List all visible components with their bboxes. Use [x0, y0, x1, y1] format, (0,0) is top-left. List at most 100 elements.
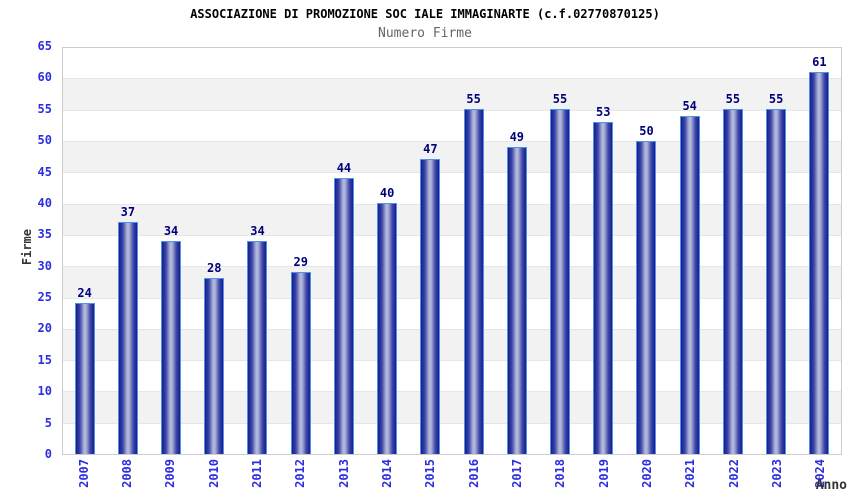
- bar-slot-2016: 55: [452, 48, 495, 454]
- plot-band: [63, 141, 841, 174]
- bar: [377, 203, 398, 454]
- chart-title: ASSOCIAZIONE DI PROMOZIONE SOC IALE IMMA…: [190, 7, 660, 21]
- x-tick-slot: 2019: [582, 459, 625, 488]
- x-tick-slot: 2012: [279, 459, 322, 488]
- x-tick-slot: 2018: [539, 459, 582, 488]
- bar-slot-2008: 37: [106, 48, 149, 454]
- x-tick-label: 2016: [466, 459, 481, 488]
- x-tick-slot: 2016: [452, 459, 495, 488]
- plot-band: [63, 110, 841, 142]
- bar-value-label: 47: [423, 142, 438, 157]
- bar-slot-2024: 61: [798, 48, 841, 454]
- bar-slot-2019: 53: [582, 48, 625, 454]
- x-tick-slot: 2020: [625, 459, 668, 488]
- bar-slot-2022: 55: [711, 48, 754, 454]
- x-tick-label: 2018: [553, 459, 568, 488]
- plot-band: [63, 48, 841, 80]
- bar: [290, 271, 311, 454]
- bar-value-label: 54: [682, 98, 697, 113]
- y-tick-label: 35: [37, 227, 52, 242]
- y-tick-label: 45: [37, 164, 52, 179]
- bar: [420, 159, 441, 454]
- bar: [809, 72, 830, 454]
- x-tick-label: 2011: [249, 459, 264, 488]
- bar: [463, 109, 484, 454]
- x-tick-label: 2023: [769, 459, 784, 488]
- bar-slot-2013: 44: [322, 48, 365, 454]
- bar-slot-2009: 34: [149, 48, 192, 454]
- plot-band: [63, 361, 841, 393]
- x-axis-ticks: 2007 2008 2009 2010 2011 2012 2013 2014 2015 2016…: [62, 459, 842, 499]
- x-tick-slot: 2023: [755, 459, 798, 488]
- x-tick-label: 2012: [293, 459, 308, 488]
- plot-band: [63, 392, 841, 424]
- bar: [593, 121, 614, 454]
- x-tick-label: 2007: [76, 459, 91, 488]
- bar: [679, 115, 700, 454]
- x-tick-slot: 2014: [365, 459, 408, 488]
- y-tick-label: 50: [37, 133, 52, 148]
- bar-slot-2007: 24: [63, 48, 106, 454]
- bar-value-label: 55: [768, 92, 784, 107]
- bar-slot-2021: 54: [668, 48, 711, 454]
- x-tick-label: 2013: [336, 459, 351, 488]
- y-tick-label: 60: [37, 70, 52, 85]
- x-tick-slot: 2015: [409, 459, 452, 488]
- bar: [722, 109, 743, 454]
- bar-slot-2023: 55: [755, 48, 798, 454]
- bar-value-label: 55: [725, 92, 741, 107]
- bar-slot-2018: 55: [538, 48, 581, 454]
- x-tick-label: 2017: [509, 459, 524, 488]
- bar-value-label: 37: [120, 204, 136, 219]
- bar-slot-2010: 28: [193, 48, 236, 454]
- bar: [636, 140, 657, 454]
- x-tick-slot: 2010: [192, 459, 235, 488]
- bar-value-label: 61: [812, 55, 827, 69]
- x-tick-label: 2008: [119, 459, 134, 488]
- x-tick-slot: 2021: [669, 459, 712, 488]
- x-tick-label: 2022: [726, 459, 741, 488]
- bar-slot-2017: 49: [495, 48, 538, 454]
- bar-slot-2012: 29: [279, 48, 322, 454]
- y-tick-label: 15: [37, 352, 52, 367]
- plot-area: 24 37 34 28 34 29 44 40 47 55 49 55 53 50 54 55 55 61: [62, 47, 842, 455]
- bar: [766, 109, 787, 454]
- y-tick-label: 20: [37, 321, 52, 336]
- bar: [161, 240, 182, 454]
- x-tick-slot: 2017: [495, 459, 538, 488]
- bar: [74, 303, 95, 454]
- plot-band: [63, 173, 841, 205]
- plot-band: [63, 79, 841, 111]
- x-axis-title: Anno: [815, 478, 847, 493]
- y-tick-label: 55: [37, 101, 52, 116]
- bar: [550, 109, 571, 454]
- bar: [506, 146, 527, 454]
- bar-value-label: 53: [596, 104, 611, 119]
- bar-slot-2015: 47: [409, 48, 452, 454]
- bar-value-label: 28: [207, 261, 222, 276]
- y-tick-label: 10: [37, 384, 52, 399]
- y-tick-label: 40: [37, 195, 52, 210]
- bar-value-label: 55: [552, 92, 568, 107]
- x-tick-label: 2010: [206, 459, 221, 488]
- bar: [247, 240, 268, 454]
- y-tick-label: 30: [37, 258, 52, 273]
- x-tick-label: 2020: [639, 459, 654, 488]
- plot-band: [63, 267, 841, 299]
- y-tick-label: 25: [37, 290, 52, 305]
- chart-subtitle: Numero Firme: [378, 26, 472, 41]
- bar-value-label: 49: [509, 129, 525, 144]
- bar: [204, 278, 225, 454]
- plot-band: [63, 329, 841, 362]
- x-tick-slot: 2007: [62, 459, 105, 488]
- y-axis-ticks: 0 5 10 15 20 25 30 35 40 45 50 55 60 65: [0, 0, 52, 500]
- bar-value-label: 24: [77, 286, 92, 301]
- bar-slot-2020: 50: [625, 48, 668, 454]
- x-tick-slot: 2013: [322, 459, 365, 488]
- bar: [333, 178, 354, 454]
- background-bands: [63, 48, 841, 455]
- x-tick-label: 2014: [379, 459, 394, 488]
- x-tick-label: 2021: [683, 459, 698, 488]
- bar-value-label: 40: [379, 186, 395, 201]
